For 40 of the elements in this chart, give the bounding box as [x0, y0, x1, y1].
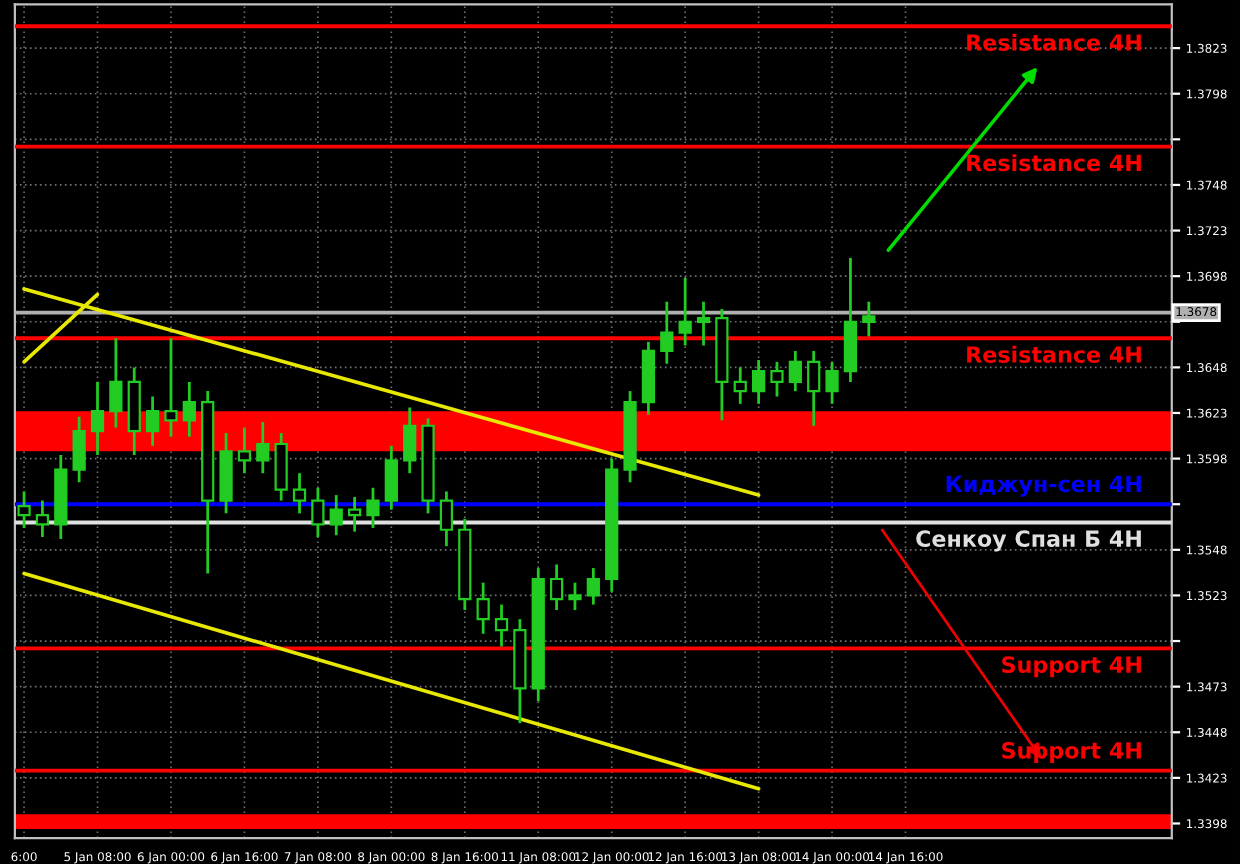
candlestick	[182, 380, 196, 439]
ref-line-label: Киджун-сен 4H	[946, 475, 1141, 497]
candlestick	[752, 358, 766, 406]
candlestick	[164, 336, 178, 439]
candlestick	[384, 444, 398, 512]
candlestick	[292, 471, 307, 515]
candlestick	[72, 415, 86, 484]
candlestick	[237, 426, 252, 475]
ref-line-label: Сенкоу Спан Б 4H	[916, 530, 1141, 552]
candlestick	[678, 276, 692, 347]
candlestick	[696, 300, 711, 347]
candlestick	[366, 486, 380, 530]
candlestick	[660, 300, 674, 366]
candlestick	[568, 581, 582, 612]
candlestick	[494, 603, 509, 648]
candlestick	[145, 395, 160, 448]
candlestick	[770, 360, 784, 398]
candlestick	[109, 336, 123, 429]
candlestick	[439, 490, 454, 548]
candlestick	[788, 349, 802, 393]
ref-line-label: Resistance 4H	[967, 33, 1141, 51]
ref-line-label: Resistance 4H	[967, 154, 1141, 172]
candlestick	[35, 499, 50, 539]
candlestick	[329, 493, 343, 537]
candlestick	[311, 486, 325, 539]
candlestick	[256, 420, 270, 475]
candlestick	[476, 581, 490, 636]
candlestick	[862, 300, 876, 338]
candlestick	[807, 349, 821, 428]
candlestick	[274, 431, 288, 502]
ref-line-label: Support 4H	[1002, 656, 1141, 678]
candlestick	[403, 406, 417, 475]
candlestick	[90, 380, 105, 457]
ref-line-label: Resistance 4H	[967, 345, 1141, 363]
candlestick	[733, 365, 747, 406]
candlestick	[586, 566, 600, 606]
candlestick	[825, 360, 839, 406]
candlestick	[17, 490, 31, 530]
candlestick	[347, 495, 362, 533]
candlestick	[549, 563, 564, 612]
